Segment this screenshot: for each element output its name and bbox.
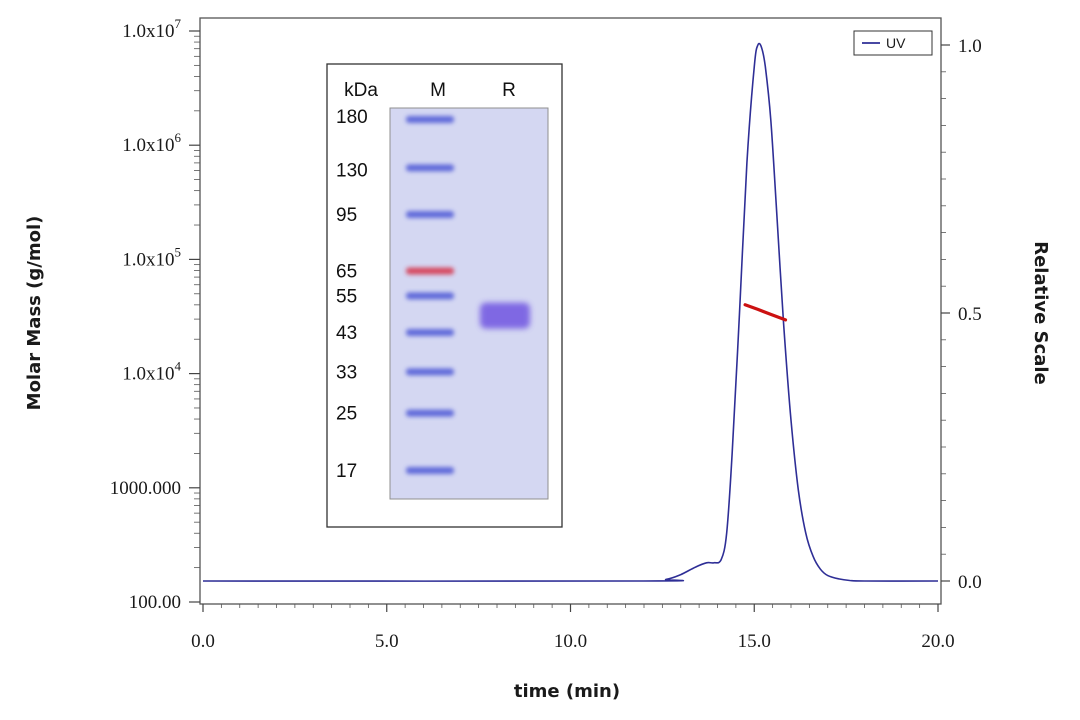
left-y-tick-label: 1.0x104	[122, 359, 181, 385]
gel-marker-label: 43	[336, 323, 357, 344]
x-axis: 0.0 5.0 10.0 15.0 20.0	[191, 604, 955, 652]
uv-series-line	[202, 42, 939, 582]
gel-lane-label-m: M	[430, 80, 446, 101]
x-tick-label: 10.0	[554, 631, 587, 652]
gel-marker-label: 95	[336, 205, 357, 226]
gel-marker-label: 65	[336, 262, 357, 283]
right-y-tick-label: 0.0	[958, 572, 982, 593]
gel-marker-band	[406, 116, 454, 123]
left-y-tick-label: 1.0x105	[122, 244, 181, 270]
gel-bands	[406, 116, 530, 474]
gel-marker-label: 17	[336, 461, 357, 482]
gel-marker-band	[406, 328, 454, 336]
gel-unit-label: kDa	[344, 80, 378, 101]
gel-marker-label: 55	[336, 286, 357, 307]
molar-mass-series-line	[743, 303, 788, 322]
gel-marker-label: 33	[336, 362, 357, 383]
gel-marker-band	[406, 267, 454, 275]
gel-marker-labels: 180 130 95 65 55 43 33 25 17	[336, 107, 368, 482]
gel-marker-label: 180	[336, 107, 368, 128]
gel-sample-band	[480, 302, 530, 329]
x-tick-label: 15.0	[738, 631, 771, 652]
gel-marker-band	[406, 368, 454, 376]
left-y-axis-title: Molar Mass (g/mol)	[24, 216, 45, 411]
gel-marker-band	[406, 467, 454, 474]
gel-marker-band	[406, 409, 454, 417]
right-y-tick-label: 0.5	[958, 304, 982, 325]
gel-inset: kDa M R 180 130 95 65 55 43 33 25 17	[326, 63, 563, 528]
plot-area	[199, 17, 942, 605]
x-tick-label: 5.0	[375, 631, 399, 652]
x-tick-label: 0.0	[191, 631, 215, 652]
left-y-tick-label: 1.0x106	[122, 130, 181, 156]
gel-lane-label-r: R	[502, 80, 516, 101]
legend-uv-label: UV	[886, 35, 906, 51]
gel-marker-band	[406, 211, 454, 219]
right-y-axis: 0.0 0.5 1.0	[941, 36, 982, 593]
gel-marker-label: 130	[336, 160, 368, 181]
legend: UV	[853, 30, 933, 56]
left-y-tick-label: 1000.000	[110, 478, 181, 499]
x-axis-title: time (min)	[514, 681, 620, 702]
gel-marker-label: 25	[336, 404, 357, 425]
right-y-axis-title: Relative Scale	[1030, 241, 1051, 385]
left-y-axis: 1.0x107 1.0x106 1.0x105 1.0x104 1000.000 100.…	[110, 16, 200, 613]
left-y-tick-label: 100.00	[129, 592, 181, 613]
gel-marker-band	[406, 164, 454, 172]
gel-marker-band	[406, 292, 454, 300]
right-y-tick-label: 1.0	[958, 36, 982, 57]
left-y-tick-label: 1.0x107	[122, 16, 181, 42]
x-tick-label: 20.0	[921, 631, 954, 652]
